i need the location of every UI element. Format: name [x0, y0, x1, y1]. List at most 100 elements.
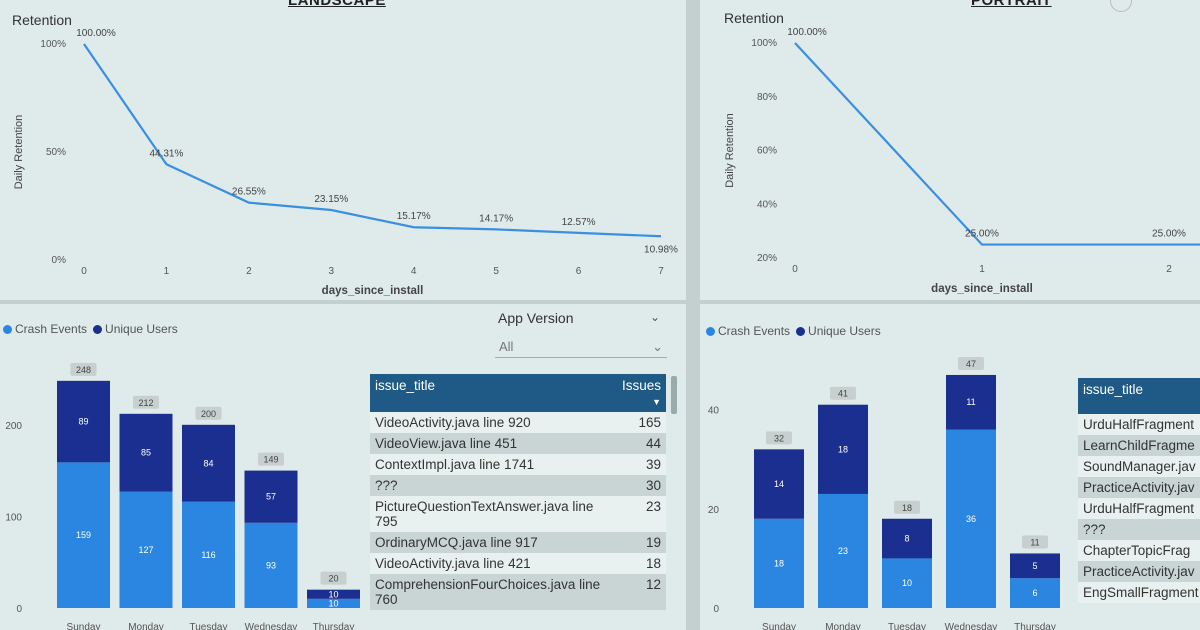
table-row[interactable]: ???: [1078, 519, 1200, 540]
bar-total-label: 149: [263, 455, 278, 465]
bar-value-label: 18: [838, 444, 848, 454]
issue-title-cell: SoundManager.jav: [1078, 456, 1200, 477]
x-tick-label: Monday: [825, 622, 861, 630]
bar-value-label: 84: [203, 458, 213, 468]
data-label: 23.15%: [314, 194, 348, 205]
total-label-bg: [958, 356, 984, 370]
bar-segment-unique-users: [244, 470, 298, 523]
y-axis-label: Daily Retention: [724, 113, 736, 188]
bar-segment-crash-events: [1010, 578, 1060, 608]
data-label: 25.00%: [965, 229, 999, 240]
total-label-bg: [830, 386, 856, 400]
x-tick-label: 0: [81, 266, 87, 277]
issue-title-cell: EngSmallFragment: [1078, 582, 1200, 603]
table-row[interactable]: UrduHalfFragment: [1078, 414, 1200, 435]
issue-title-cell: VideoView.java line 451: [370, 433, 617, 454]
landscape-divider: [0, 300, 686, 304]
legend-item-unique-users: Unique Users: [93, 322, 178, 336]
bar-value-label: 10: [902, 578, 912, 588]
table-row[interactable]: PracticeActivity.jav: [1078, 561, 1200, 582]
bar-total-label: 32: [774, 433, 784, 443]
issue-title-cell: VideoActivity.java line 421: [370, 553, 617, 574]
issues-count-cell: 165: [616, 412, 666, 433]
y-tick-label: 100: [5, 512, 22, 523]
data-label: 26.55%: [232, 187, 266, 198]
portrait-crash-legend: Crash Events Unique Users: [706, 324, 881, 338]
total-label-bg: [195, 406, 222, 420]
table-row[interactable]: ComprehensionFourChoices.java line 760 12: [370, 574, 666, 610]
data-label: 15.17%: [397, 211, 431, 222]
chevron-down-icon: ⌄: [652, 338, 663, 354]
bar-value-label: 10: [328, 589, 338, 599]
bar-value-label: 89: [78, 417, 88, 427]
total-label-bg: [894, 500, 920, 514]
table-row[interactable]: VideoView.java line 451 44: [370, 433, 666, 454]
table-row[interactable]: PracticeActivity.jav: [1078, 477, 1200, 498]
data-label: 10.98%: [644, 244, 678, 255]
table-row[interactable]: EngSmallFragment: [1078, 582, 1200, 603]
x-tick-label: Thursday: [313, 622, 355, 630]
bar-total-label: 47: [966, 359, 976, 369]
x-tick-label: 2: [246, 266, 252, 277]
retention-line: [794, 42, 1200, 246]
table-row[interactable]: OrdinaryMCQ.java line 917 19: [370, 532, 666, 553]
table-row[interactable]: ChapterTopicFrag: [1078, 540, 1200, 561]
table-row[interactable]: ??? 30: [370, 475, 666, 496]
table-row[interactable]: UrduHalfFragment: [1078, 498, 1200, 519]
bar-total-label: 248: [76, 365, 91, 375]
table-row[interactable]: LearnChildFragme: [1078, 435, 1200, 456]
total-label-bg: [766, 431, 792, 445]
x-tick-label: 1: [979, 264, 985, 275]
table-row[interactable]: VideoActivity.java line 421 18: [370, 553, 666, 574]
issues-count-cell: 12: [616, 574, 666, 610]
app-version-slicer-label: App Version: [498, 310, 574, 326]
portrait-issues-table-body: UrduHalfFragment LearnChildFragme SoundMan…: [1078, 414, 1200, 603]
y-tick-label: 20%: [757, 253, 777, 264]
total-label-bg: [133, 395, 159, 409]
table-header-row: issue_title: [1078, 378, 1200, 414]
issue-title-cell: UrduHalfFragment: [1078, 414, 1200, 435]
sort-desc-icon: ▼: [652, 397, 661, 407]
table-row[interactable]: SoundManager.jav: [1078, 456, 1200, 477]
bar-segment-crash-events: [119, 491, 173, 608]
bar-segment-crash-events: [57, 462, 110, 608]
table-row[interactable]: PictureQuestionTextAnswer.java line 795 2…: [370, 496, 666, 532]
bar-segment-unique-users: [1010, 553, 1060, 579]
legend-item-unique-users: Unique Users: [796, 324, 881, 338]
x-tick-label: 5: [493, 266, 499, 277]
issues-count-cell: 30: [616, 475, 666, 496]
legend-dot: [706, 326, 715, 336]
table-header-row: issue_title Issues ▼: [370, 374, 666, 412]
portrait-crash-chart: 0 20 40 18 14 32 Sunday 23 18 41 Monday 10 8 18 Tuesda…: [708, 356, 1060, 630]
column-header-issue-title[interactable]: issue_title: [1078, 378, 1200, 414]
table-row[interactable]: VideoActivity.java line 920 165: [370, 412, 666, 433]
portrait-retention-chart: 20% 40% 60% 80% 100% 0 1 2 days_since_install Dai…: [724, 27, 1200, 295]
x-tick-label: 4: [411, 266, 417, 277]
issue-title-cell: OrdinaryMCQ.java line 917: [370, 532, 617, 553]
table-row[interactable]: ContextImpl.java line 1741 39: [370, 454, 666, 475]
portrait-divider: [700, 300, 1200, 304]
legend-dot: [796, 326, 806, 336]
bar-total-label: 20: [328, 574, 338, 584]
bar-value-label: 18: [774, 558, 784, 568]
landscape-retention-panel: LANDSCAPE Retention 0% 50% 100% 0 1 2 3 4 5 6 7 day…: [0, 0, 686, 300]
bar-segment-crash-events: [182, 501, 235, 608]
x-tick-label: 1: [164, 266, 170, 277]
table-scrollbar[interactable]: [671, 376, 677, 414]
bar-segment-unique-users: [946, 374, 996, 430]
retention-line: [83, 43, 662, 238]
issue-title-cell: ???: [1078, 519, 1200, 540]
app-version-value: All: [499, 339, 514, 354]
x-tick-label: Tuesday: [190, 622, 228, 630]
app-version-dropdown[interactable]: All ⌄: [495, 336, 667, 358]
column-header-issue-title[interactable]: issue_title: [370, 374, 617, 412]
total-label-bg: [1022, 535, 1048, 549]
x-tick-label: 7: [658, 266, 664, 277]
total-label-bg: [320, 571, 347, 585]
bar-segment-unique-users: [119, 413, 173, 492]
chevron-down-icon[interactable]: ⌄: [650, 310, 661, 324]
bar-value-label: 57: [266, 492, 276, 502]
column-header-issues[interactable]: Issues ▼: [616, 374, 666, 412]
bar-value-label: 127: [138, 545, 153, 555]
portrait-issues-table: issue_title UrduHalfFragment LearnChildFr…: [1078, 378, 1200, 603]
